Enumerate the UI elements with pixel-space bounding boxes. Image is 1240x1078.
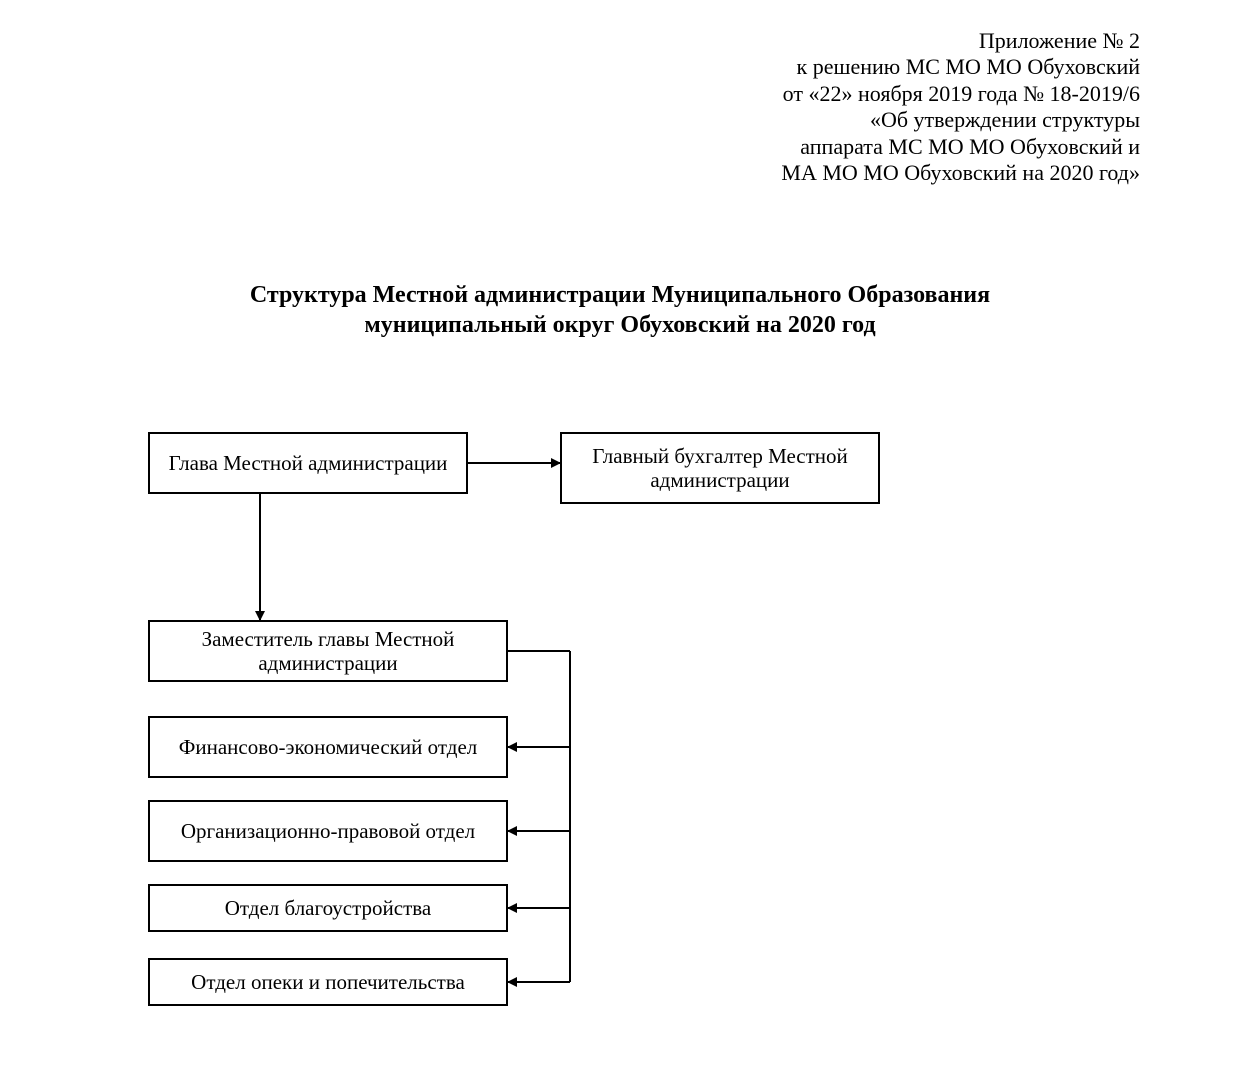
node-label: Глава Местной администрации bbox=[169, 451, 448, 475]
node-label: Главный бухгалтер Местной администрации bbox=[570, 444, 870, 492]
node-label: Отдел благоустройства bbox=[225, 896, 432, 920]
node-label: Заместитель главы Местной администрации bbox=[158, 627, 498, 675]
page: Приложение № 2 к решению МС МО МО Обухов… bbox=[0, 0, 1240, 1078]
node-dept-improvement: Отдел благоустройства bbox=[148, 884, 508, 932]
node-dept-finance: Финансово-экономический отдел bbox=[148, 716, 508, 778]
node-label: Финансово-экономический отдел bbox=[179, 735, 478, 759]
node-deputy: Заместитель главы Местной администрации bbox=[148, 620, 508, 682]
node-accountant: Главный бухгалтер Местной администрации bbox=[560, 432, 880, 504]
node-head: Глава Местной администрации bbox=[148, 432, 468, 494]
node-dept-guardianship: Отдел опеки и попечительства bbox=[148, 958, 508, 1006]
org-chart: Глава Местной администрации Главный бухг… bbox=[0, 0, 1240, 1078]
node-dept-legal: Организационно-правовой отдел bbox=[148, 800, 508, 862]
node-label: Отдел опеки и попечительства bbox=[191, 970, 465, 994]
node-label: Организационно-правовой отдел bbox=[181, 819, 475, 843]
